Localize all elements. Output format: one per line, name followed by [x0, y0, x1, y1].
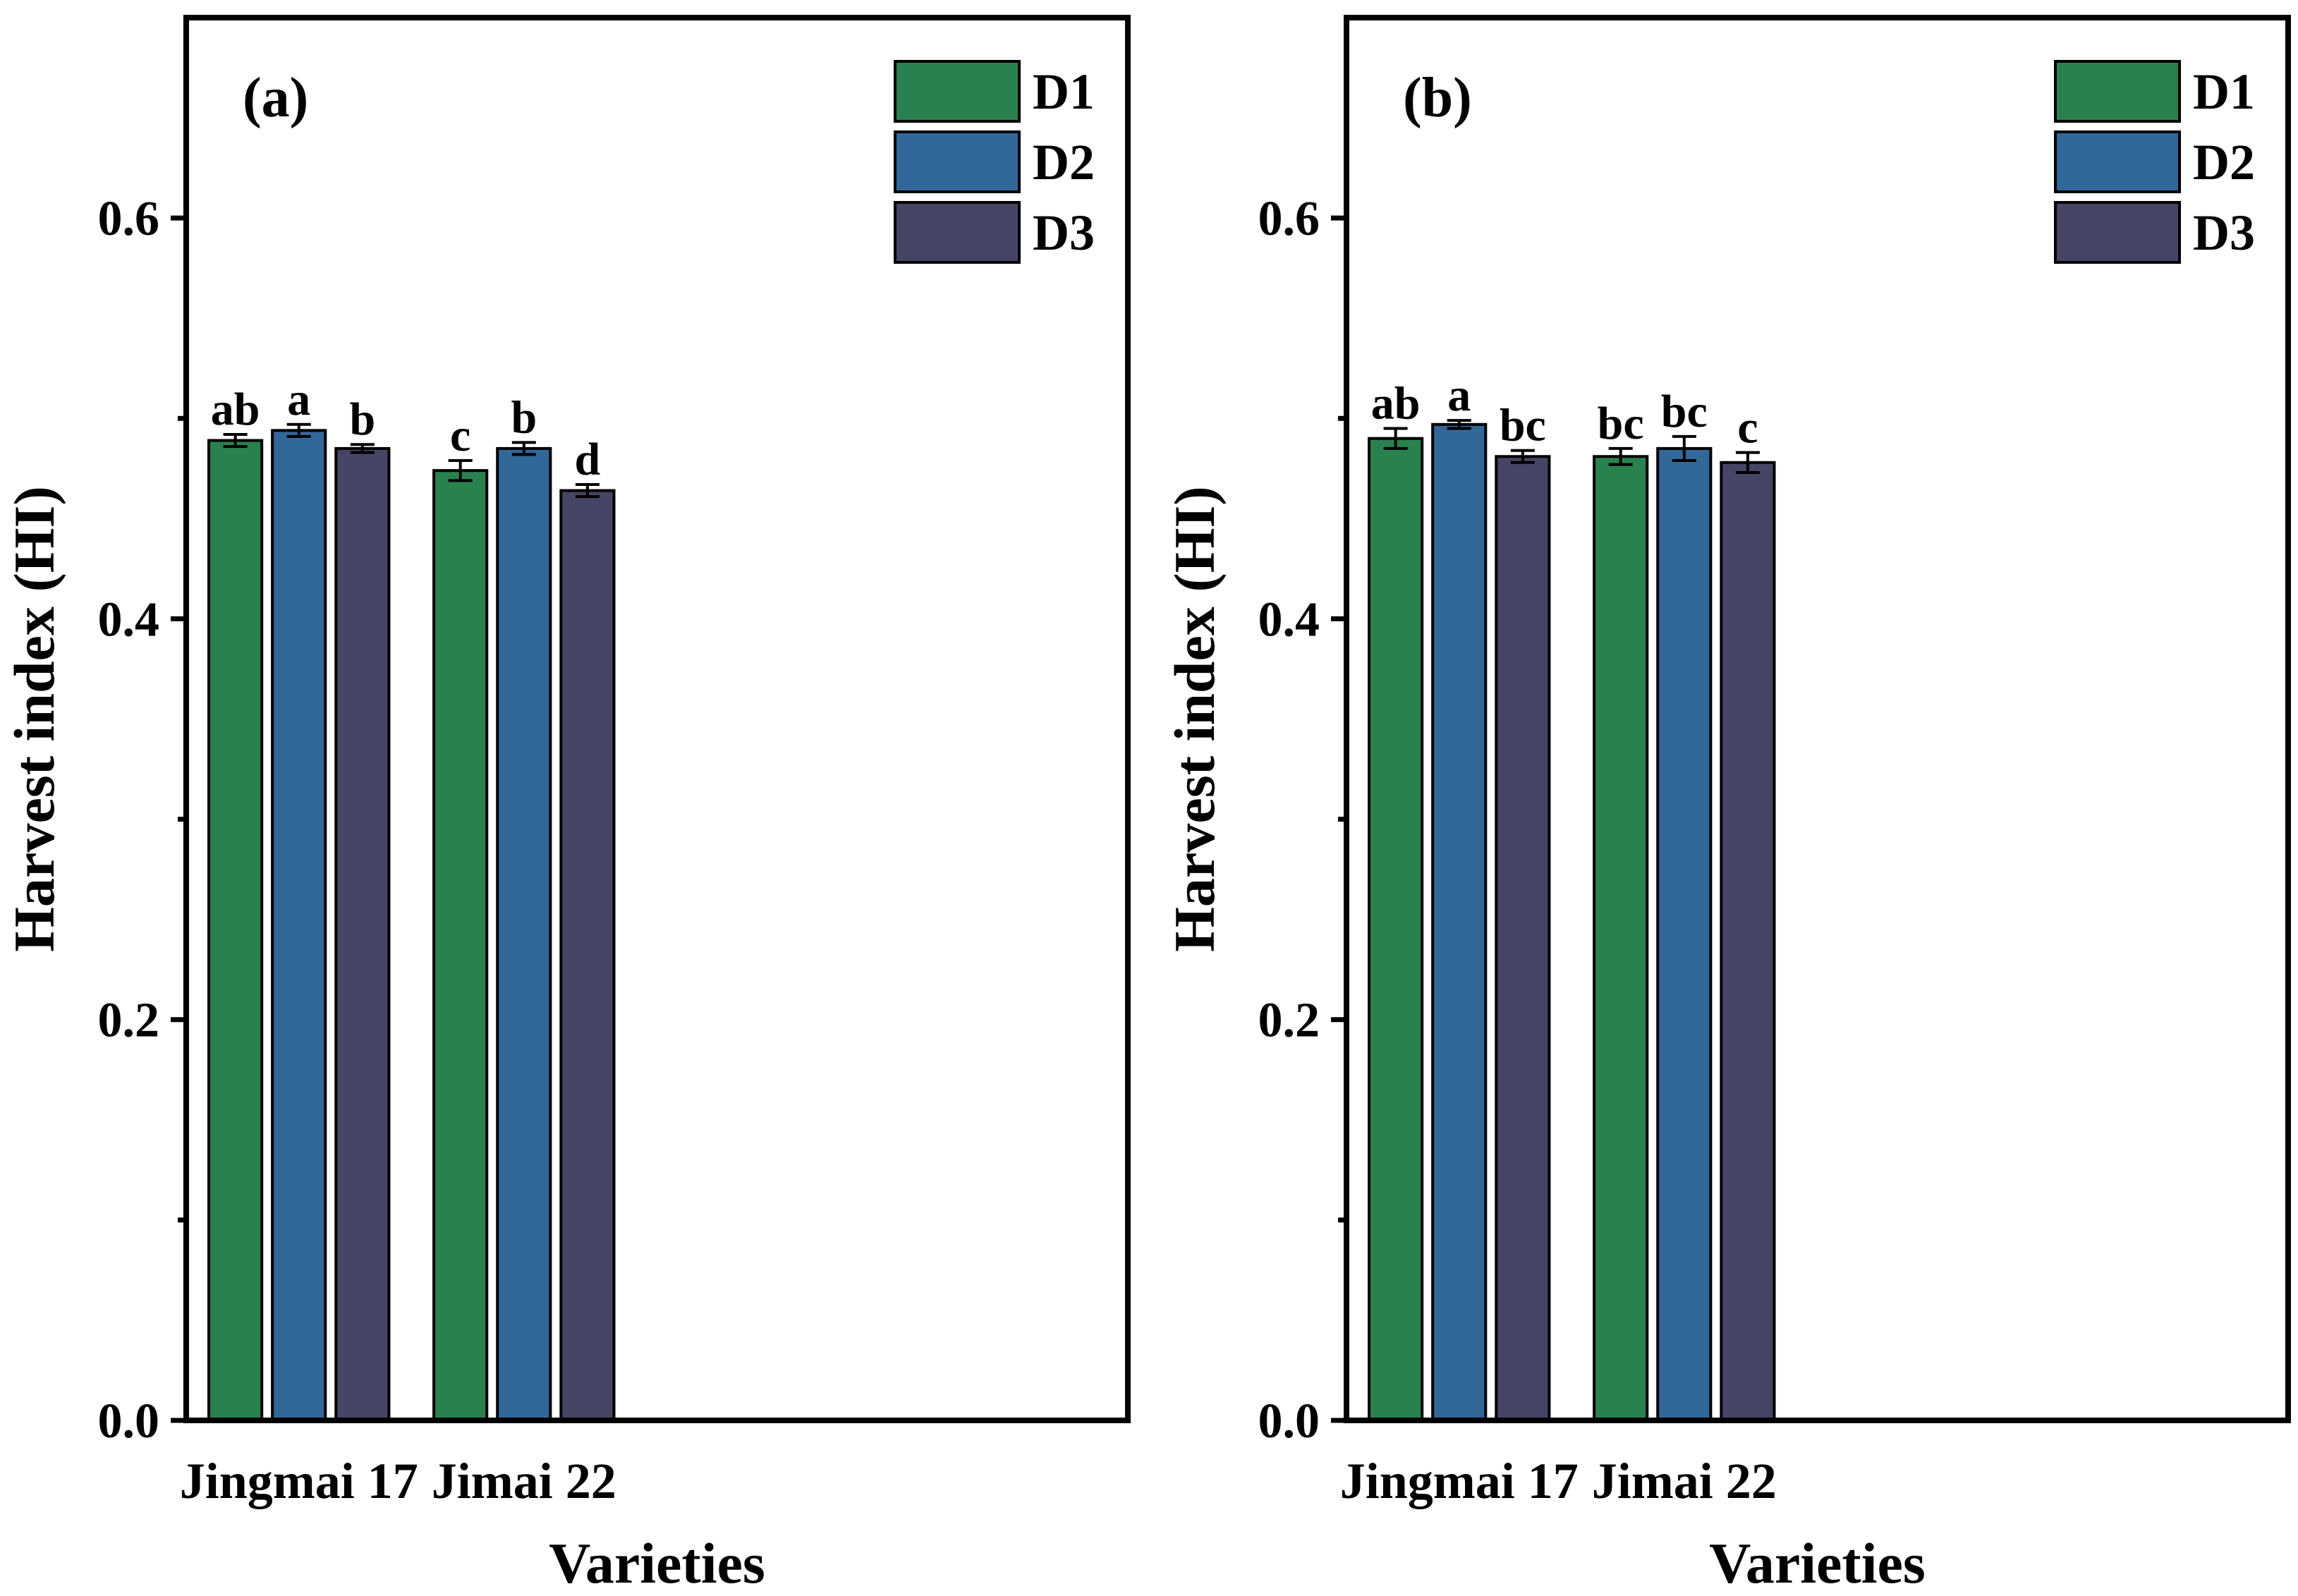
y-axis-title: Harvest index (HI) — [1162, 486, 1227, 951]
legend-label: D3 — [2193, 205, 2255, 261]
y-tick-label: 0.0 — [98, 1394, 160, 1449]
x-axis-title: Varieties — [549, 1531, 765, 1595]
plot-frame — [183, 15, 1131, 1423]
significance-letter: bc — [1598, 398, 1644, 449]
bar — [1495, 455, 1551, 1422]
y-tick-label: 0.2 — [98, 994, 160, 1048]
legend-label: D3 — [1033, 205, 1095, 261]
legend-swatch — [2054, 130, 2181, 193]
significance-letter: bc — [1661, 386, 1708, 437]
panel-label: (b) — [1403, 67, 1472, 129]
legend-swatch — [2054, 60, 2181, 123]
significance-letter: bc — [1500, 400, 1546, 451]
significance-letter: b — [349, 394, 375, 445]
bar — [432, 469, 489, 1422]
y-tick-label: 0.4 — [1258, 592, 1320, 647]
y-tick-label: 0.4 — [98, 592, 160, 647]
significance-letter: ab — [211, 384, 260, 435]
bar — [559, 489, 616, 1422]
significance-letter: d — [575, 434, 601, 485]
significance-letter: c — [450, 410, 470, 461]
x-tick-label: Jimai 22 — [1592, 1453, 1777, 1509]
bar — [207, 439, 264, 1423]
y-tick-label: 0.2 — [1258, 994, 1320, 1048]
bar — [1720, 461, 1776, 1422]
significance-letter: c — [1737, 402, 1758, 453]
bar — [496, 446, 552, 1423]
bar — [1593, 455, 1649, 1422]
legend-label: D2 — [2193, 134, 2255, 190]
legend-label: D2 — [1033, 134, 1095, 190]
plot-frame — [1344, 15, 2291, 1423]
bar — [1368, 437, 1424, 1423]
legend-swatch — [2054, 201, 2181, 264]
bar — [271, 429, 327, 1423]
significance-letter: a — [287, 374, 310, 425]
y-tick-label: 0.6 — [98, 192, 160, 246]
legend-swatch — [894, 130, 1021, 193]
bar — [334, 446, 391, 1423]
legend-label: D1 — [1033, 63, 1095, 120]
legend-swatch — [894, 201, 1021, 264]
panel-label: (a) — [243, 67, 308, 129]
x-tick-label: Jingmai 17 — [180, 1453, 418, 1509]
significance-letter: b — [511, 391, 537, 443]
legend-swatch — [894, 60, 1021, 123]
y-axis-title: Harvest index (HI) — [2, 486, 66, 951]
legend-label: D1 — [2193, 63, 2255, 120]
y-tick-label: 0.6 — [1258, 192, 1320, 246]
x-axis-title: Varieties — [1709, 1531, 1926, 1595]
significance-letter: a — [1447, 370, 1471, 421]
x-tick-label: Jingmai 17 — [1340, 1453, 1579, 1509]
significance-letter: ab — [1371, 377, 1421, 429]
x-tick-label: Jimai 22 — [432, 1453, 616, 1509]
bar — [1431, 422, 1488, 1422]
bar — [1656, 446, 1713, 1423]
y-tick-label: 0.0 — [1258, 1394, 1320, 1449]
